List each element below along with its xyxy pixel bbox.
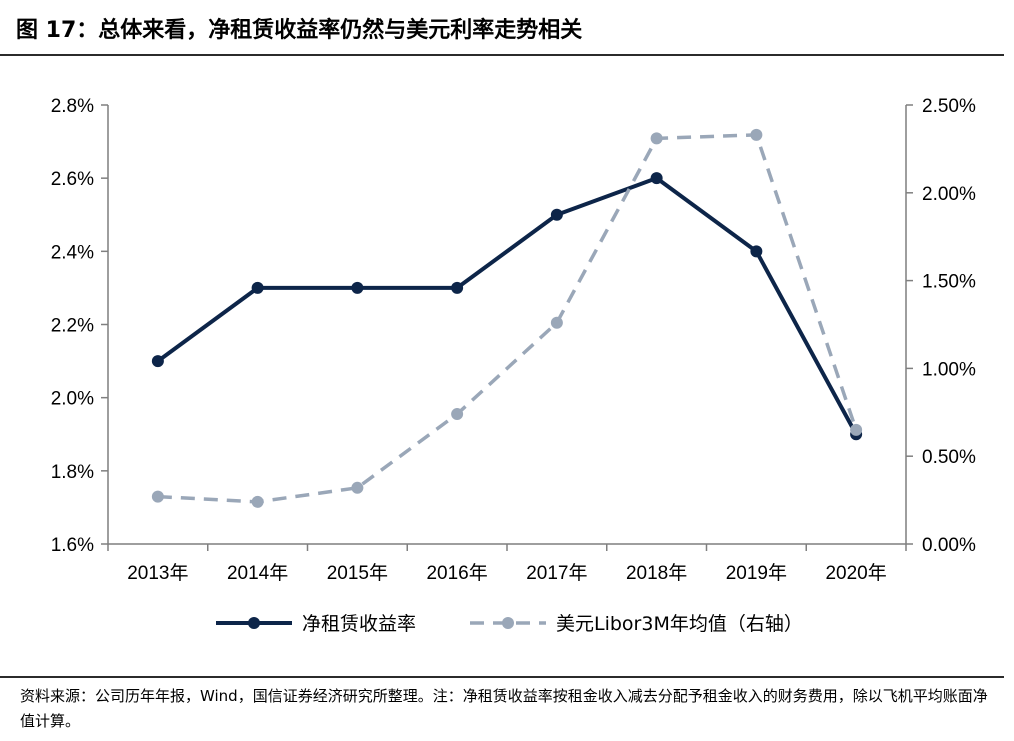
left-tick-label: 1.6% [51,535,94,556]
series-line [157,133,858,504]
left-tick-label: 2.4% [51,242,94,263]
chart-axes: 1.6% 1.8% 2.0% 2.2% 2.4% 2.6% 2.8% 0.00% 0.50% 1.… [51,96,976,584]
left-tick-label: 2.2% [51,316,94,337]
right-tick-label: 1.00% [922,359,976,380]
data-point [650,132,663,145]
x-tick-label: 2020年 [825,562,886,584]
data-point [650,172,663,185]
data-point [151,355,164,368]
x-tick-label: 2014年 [227,562,288,584]
data-point [251,281,264,294]
left-tick-label: 2.6% [51,169,94,190]
data-point [550,316,563,329]
series-2 [151,128,863,508]
right-tick-label: 0.50% [922,447,976,468]
right-tick-label: 1.50% [922,272,976,293]
x-tick-label: 2018年 [626,562,687,584]
data-point [151,490,164,503]
x-tick-label: 2019年 [726,562,787,584]
legend-marker [502,617,514,629]
line-chart: 1.6% 1.8% 2.0% 2.2% 2.4% 2.6% 2.8% 0.00% 0.50% 1.… [51,96,976,635]
left-tick-label: 1.8% [51,462,94,483]
chart-legend: 净租赁收益率 美元Libor3M年均值（右轴） [216,613,803,635]
data-point [850,423,863,436]
x-tick-label: 2017年 [526,562,587,584]
source-note: 资料来源：公司历年年报，Wind，国信证券经济研究所整理。注：净租赁收益率按租金… [20,687,988,730]
x-tick-label: 2013年 [127,562,188,584]
x-tick-label: 2015年 [327,562,388,584]
right-tick-label: 2.00% [922,184,976,205]
data-point [451,408,464,421]
figure-title: 图 17：总体来看，净租赁收益率仍然与美元利率走势相关 [16,18,583,43]
right-tick-label: 2.50% [922,96,976,117]
legend-item-2: 美元Libor3M年均值（右轴） [470,613,803,635]
title-bar: 图 17：总体来看，净租赁收益率仍然与美元利率走势相关 [0,0,1004,56]
x-tick-label: 2016年 [426,562,487,584]
legend-label: 净租赁收益率 [302,613,416,635]
series-1 [151,172,863,441]
data-point [550,208,563,221]
data-point [750,245,763,258]
legend-item-1: 净租赁收益率 [216,613,416,635]
data-point [351,281,364,294]
legend-marker [248,617,260,629]
note-divider [0,676,1004,678]
left-tick-label: 2.8% [51,96,94,117]
series-line [156,176,858,436]
data-point [451,281,464,294]
data-point [750,128,763,141]
data-point [251,495,264,508]
chart-series [151,128,863,508]
legend-label: 美元Libor3M年均值（右轴） [556,613,803,635]
left-tick-label: 2.0% [51,389,94,410]
right-tick-label: 0.00% [922,535,976,556]
data-point [351,481,364,494]
